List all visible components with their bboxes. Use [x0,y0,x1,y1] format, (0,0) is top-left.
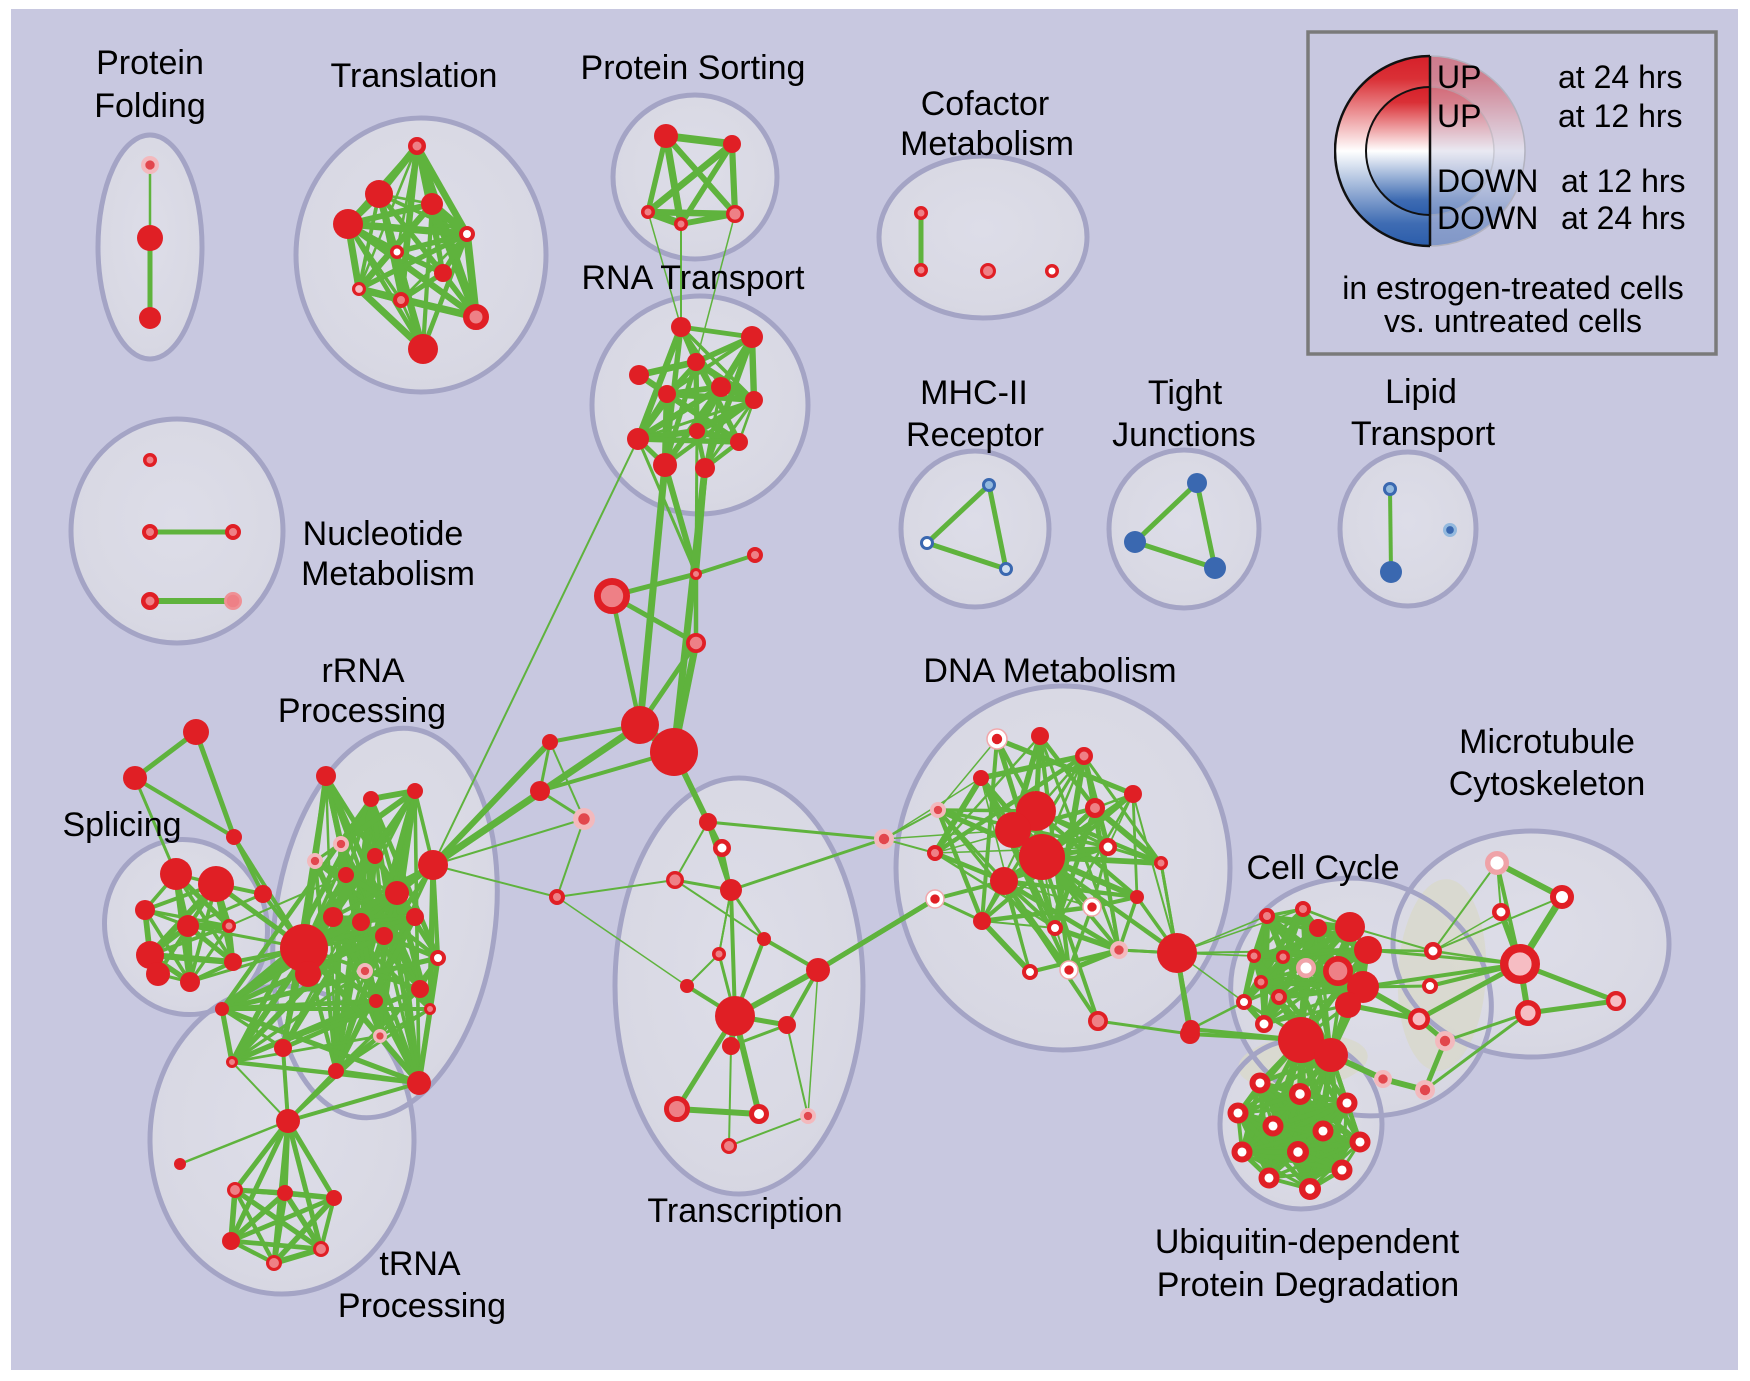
svg-text:rRNA: rRNA [321,652,404,690]
svg-text:DOWN: DOWN [1437,200,1538,236]
svg-text:Tight: Tight [1148,374,1223,412]
svg-text:DNA Metabolism: DNA Metabolism [923,652,1176,690]
svg-text:Lipid: Lipid [1385,373,1457,411]
svg-text:Transport: Transport [1351,415,1496,453]
svg-text:Splicing: Splicing [62,806,181,844]
svg-text:Transcription: Transcription [647,1192,842,1230]
svg-text:Ubiquitin-dependent: Ubiquitin-dependent [1155,1223,1460,1261]
svg-text:at 24 hrs: at 24 hrs [1558,59,1683,95]
svg-text:Protein Sorting: Protein Sorting [581,49,806,87]
svg-text:at 24 hrs: at 24 hrs [1561,200,1686,236]
svg-text:Junctions: Junctions [1112,416,1256,454]
svg-text:at 12 hrs: at 12 hrs [1561,163,1686,199]
svg-text:Metabolism: Metabolism [301,555,475,593]
svg-text:Processing: Processing [338,1287,506,1325]
svg-text:vs. untreated cells: vs. untreated cells [1384,303,1642,339]
svg-text:Metabolism: Metabolism [900,125,1074,163]
svg-text:Protein Degradation: Protein Degradation [1157,1266,1459,1304]
svg-text:UP: UP [1437,59,1481,95]
svg-text:Protein: Protein [96,44,204,82]
svg-text:DOWN: DOWN [1437,163,1538,199]
svg-text:Nucleotide: Nucleotide [303,515,464,553]
svg-text:Cytoskeleton: Cytoskeleton [1449,765,1646,803]
svg-text:Processing: Processing [278,692,446,730]
svg-text:in estrogen-treated cells: in estrogen-treated cells [1342,270,1684,306]
svg-text:UP: UP [1437,98,1481,134]
svg-text:Cell Cycle: Cell Cycle [1246,849,1399,887]
svg-text:RNA Transport: RNA Transport [582,259,806,297]
svg-text:Cofactor: Cofactor [921,85,1050,123]
svg-text:Translation: Translation [331,57,498,95]
svg-text:at 12 hrs: at 12 hrs [1558,98,1683,134]
svg-text:Folding: Folding [94,87,206,125]
svg-text:Microtubule: Microtubule [1459,723,1635,761]
svg-text:MHC-II: MHC-II [920,374,1028,412]
svg-text:tRNA: tRNA [379,1245,461,1283]
svg-text:Receptor: Receptor [906,416,1044,454]
